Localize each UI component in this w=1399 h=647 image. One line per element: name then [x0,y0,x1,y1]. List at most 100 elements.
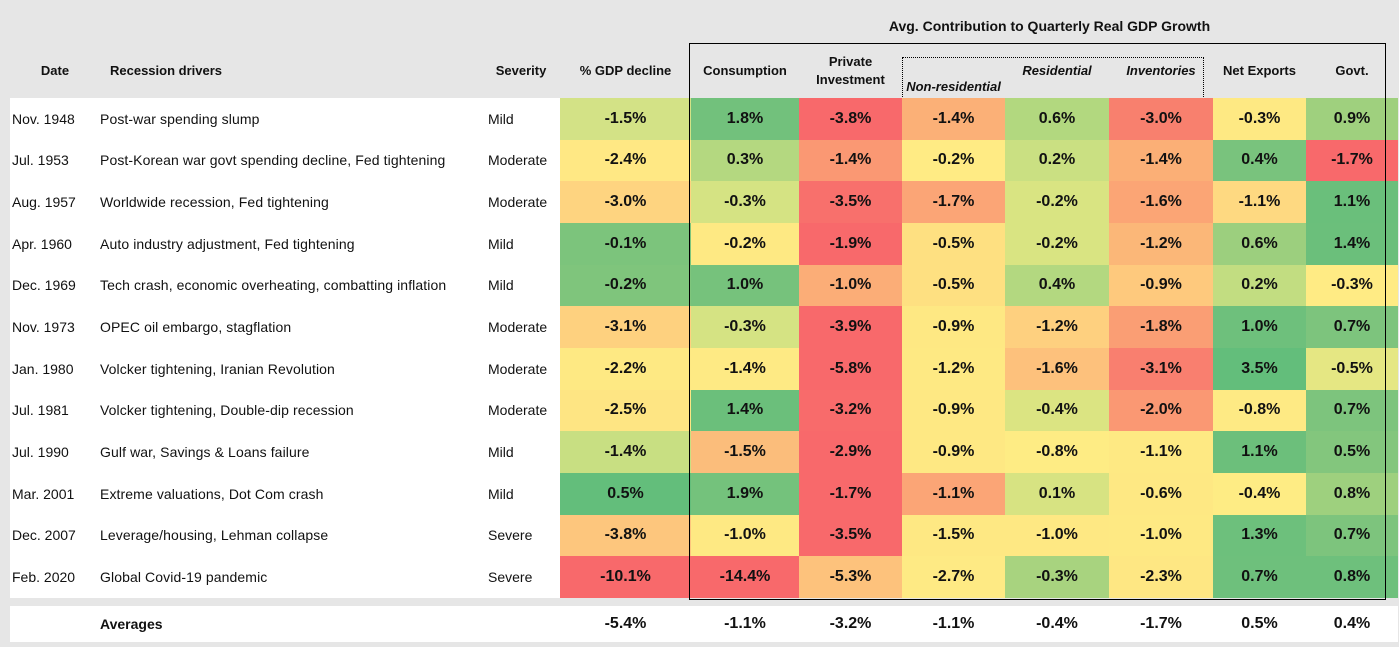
value-cell-govt: 0.9% [1306,98,1398,140]
value-cell-nonresidential: -2.7% [902,556,1005,598]
value-cell-residential: 0.1% [1005,472,1109,515]
value-cell-gdp-decline: -10.1% [560,556,691,598]
average-consumption: -1.1% [691,605,799,642]
value-cell-private-investment: -1.0% [799,264,902,307]
value-cell-nonresidential: -0.5% [902,222,1005,265]
value-cell-nonresidential: -0.2% [902,139,1005,182]
row-severity: Moderate [482,181,560,223]
value-cell-nonresidential: -1.4% [902,98,1005,140]
value-cell-consumption: -14.4% [691,556,799,598]
value-cell-nonresidential: -0.9% [902,431,1005,473]
value-cell-gdp-decline: -2.5% [560,389,691,432]
value-cell-residential: 0.6% [1005,98,1109,140]
value-cell-consumption: -0.3% [691,181,799,223]
row-severity: Severe [482,556,560,598]
value-cell-private-investment: -3.8% [799,98,902,140]
row-recession-drivers: Volcker tightening, Double-dip recession [100,389,482,432]
row-recession-drivers: Gulf war, Savings & Loans failure [100,431,482,473]
average-govt: 0.4% [1306,605,1398,642]
value-cell-govt: 0.7% [1306,389,1398,432]
value-cell-net-exports: -0.8% [1213,389,1306,432]
value-cell-inventories: -0.9% [1109,264,1213,307]
row-recession-drivers: Leverage/housing, Lehman collapse [100,514,482,557]
value-cell-net-exports: -0.4% [1213,472,1306,515]
value-cell-residential: 0.2% [1005,139,1109,182]
row-recession-drivers: Post-Korean war govt spending decline, F… [100,139,482,182]
column-header-nonresidential: Non-residential [902,43,1005,98]
table-title: Avg. Contribution to Quarterly Real GDP … [691,9,1398,43]
value-cell-net-exports: 1.1% [1213,431,1306,473]
value-cell-govt: 1.4% [1306,222,1398,265]
value-cell-net-exports: 0.4% [1213,139,1306,182]
value-cell-inventories: -2.0% [1109,389,1213,432]
value-cell-private-investment: -3.2% [799,389,902,432]
value-cell-residential: -1.0% [1005,514,1109,557]
value-cell-inventories: -3.1% [1109,347,1213,390]
average-gdp-decline: -5.4% [560,605,691,642]
value-cell-inventories: -3.0% [1109,98,1213,140]
column-header-net-exports: Net Exports [1213,43,1306,98]
row-recession-drivers: Auto industry adjustment, Fed tightening [100,222,482,265]
row-recession-drivers: Extreme valuations, Dot Com crash [100,472,482,515]
value-cell-inventories: -0.6% [1109,472,1213,515]
row-date: Nov. 1948 [10,98,100,140]
row-date: Jan. 1980 [10,347,100,390]
value-cell-nonresidential: -1.2% [902,347,1005,390]
value-cell-govt: -1.7% [1306,139,1398,182]
average-inventories: -1.7% [1109,605,1213,642]
average-net-exports: 0.5% [1213,605,1306,642]
value-cell-consumption: -1.0% [691,514,799,557]
value-cell-govt: 0.5% [1306,431,1398,473]
recession-table: Avg. Contribution to Quarterly Real GDP … [10,9,1398,642]
average-private-investment: -3.2% [799,605,902,642]
row-recession-drivers: Volcker tightening, Iranian Revolution [100,347,482,390]
row-severity: Mild [482,431,560,473]
value-cell-private-investment: -3.5% [799,514,902,557]
value-cell-inventories: -1.0% [1109,514,1213,557]
value-cell-consumption: -0.3% [691,306,799,348]
value-cell-govt: 0.7% [1306,306,1398,348]
value-cell-nonresidential: -1.1% [902,472,1005,515]
averages-label: Averages [100,605,560,642]
averages-separator [10,597,1398,606]
value-cell-inventories: -1.6% [1109,181,1213,223]
column-header-gdp-decline: % GDP decline [560,43,691,98]
value-cell-private-investment: -5.3% [799,556,902,598]
value-cell-govt: 0.8% [1306,472,1398,515]
value-cell-govt: 1.1% [1306,181,1398,223]
average-nonresidential: -1.1% [902,605,1005,642]
value-cell-residential: -0.3% [1005,556,1109,598]
row-severity: Moderate [482,347,560,390]
column-header-severity: Severity [482,43,560,98]
row-date: Nov. 1973 [10,306,100,348]
row-date: Apr. 1960 [10,222,100,265]
value-cell-net-exports: 0.7% [1213,556,1306,598]
value-cell-private-investment: -1.9% [799,222,902,265]
row-severity: Severe [482,514,560,557]
row-recession-drivers: Tech crash, economic overheating, combat… [100,264,482,307]
column-header-inventories: Inventories [1109,43,1213,98]
value-cell-private-investment: -3.9% [799,306,902,348]
value-cell-net-exports: 1.3% [1213,514,1306,557]
value-cell-net-exports: 3.5% [1213,347,1306,390]
row-recession-drivers: Post-war spending slump [100,98,482,140]
value-cell-residential: -1.2% [1005,306,1109,348]
value-cell-gdp-decline: -0.1% [560,222,691,265]
value-cell-inventories: -1.1% [1109,431,1213,473]
value-cell-residential: -0.2% [1005,222,1109,265]
row-date: Dec. 2007 [10,514,100,557]
value-cell-govt: 0.7% [1306,514,1398,557]
column-header-date: Date [10,43,100,98]
row-severity: Mild [482,222,560,265]
value-cell-consumption: -0.2% [691,222,799,265]
value-cell-gdp-decline: -2.4% [560,139,691,182]
value-cell-residential: 0.4% [1005,264,1109,307]
value-cell-gdp-decline: -2.2% [560,347,691,390]
averages-spacer [10,605,100,642]
row-severity: Mild [482,264,560,307]
value-cell-consumption: -1.4% [691,347,799,390]
value-cell-govt: -0.5% [1306,347,1398,390]
value-cell-private-investment: -1.7% [799,472,902,515]
row-date: Aug. 1957 [10,181,100,223]
value-cell-gdp-decline: -3.0% [560,181,691,223]
